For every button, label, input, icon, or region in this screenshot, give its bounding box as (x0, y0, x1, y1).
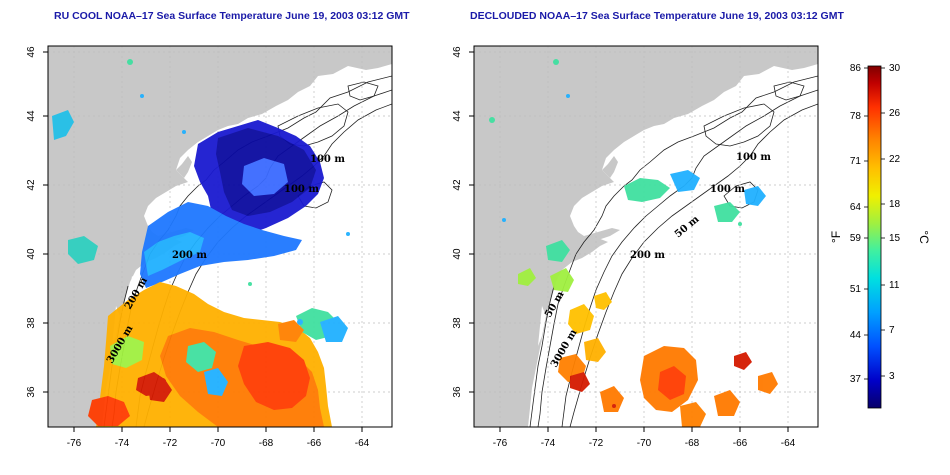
temperature-colorbar: 86 78 71 64 59 51 44 37 30 26 22 18 15 1… (829, 63, 931, 409)
right-contour-label-4: 200 m (630, 250, 665, 261)
colorbar-unit-fahrenheit: °F (829, 231, 843, 243)
left-panel-title: RU COOL NOAA–17 Sea Surface Temperature … (54, 10, 410, 22)
right-contour-label-1: 100 m (736, 152, 771, 163)
right-lon-tick-72: -72 (589, 438, 604, 449)
cb-c-tick-26: 26 (889, 108, 901, 119)
cb-f-tick-64: 64 (850, 202, 862, 213)
right-lat-tick-46: 46 (452, 46, 463, 58)
left-lat-tick-40: 40 (26, 248, 37, 260)
cb-c-tick-30: 30 (889, 63, 901, 74)
left-lat-tick-44: 44 (26, 110, 37, 122)
left-lat-tick-42: 42 (26, 179, 37, 191)
cb-f-tick-78: 78 (850, 111, 862, 122)
left-axes: -76 -74 -72 -70 -68 -66 -64 46 44 42 40 … (26, 46, 370, 449)
cb-f-tick-51: 51 (850, 284, 862, 295)
colorbar-unit-celsius: °C (917, 230, 931, 244)
right-lon-tick-64: -64 (781, 438, 796, 449)
cb-c-tick-15: 15 (889, 233, 901, 244)
left-sst-field (52, 59, 350, 427)
right-lon-tick-76: -76 (493, 438, 508, 449)
left-contour-label-2: 200 m (172, 250, 207, 261)
cb-c-tick-11: 11 (889, 280, 900, 291)
left-lon-tick-76: -76 (67, 438, 82, 449)
left-lon-tick-66: -66 (307, 438, 322, 449)
left-lat-tick-38: 38 (26, 317, 37, 329)
right-panel-title: DECLOUDED NOAA–17 Sea Surface Temperatur… (470, 10, 844, 22)
left-lon-tick-74: -74 (115, 438, 130, 449)
right-lon-tick-74: -74 (541, 438, 556, 449)
cb-f-tick-44: 44 (850, 330, 862, 341)
left-lon-tick-70: -70 (211, 438, 226, 449)
left-contour-label-3: 100 m (284, 184, 319, 195)
cb-f-tick-71: 71 (850, 156, 862, 167)
cb-c-tick-22: 22 (889, 154, 901, 165)
left-lat-tick-46: 46 (26, 46, 37, 58)
left-lon-tick-64: -64 (355, 438, 370, 449)
right-contour-label-2: 100 m (710, 184, 745, 195)
right-lat-tick-40: 40 (452, 248, 463, 260)
left-map-panel: 100 m 200 m 100 m 3000 m 200 m (47, 45, 393, 428)
left-lon-tick-68: -68 (259, 438, 274, 449)
cb-f-tick-86: 86 (850, 63, 862, 74)
right-lat-tick-42: 42 (452, 179, 463, 191)
right-lon-tick-66: -66 (733, 438, 748, 449)
left-lat-tick-36: 36 (26, 386, 37, 398)
right-lat-tick-44: 44 (452, 110, 463, 122)
right-axes: -76 -74 -72 -70 -68 -66 -64 46 44 42 40 … (452, 46, 796, 449)
right-lat-tick-38: 38 (452, 317, 463, 329)
cb-c-tick-18: 18 (889, 199, 901, 210)
right-lat-tick-36: 36 (452, 386, 463, 398)
right-map-panel: 100 m 100 m 50 m 200 m 50 m 3000 m (473, 45, 819, 428)
right-lon-tick-70: -70 (637, 438, 652, 449)
left-lon-tick-72: -72 (163, 438, 178, 449)
right-sst-field (489, 59, 778, 427)
cb-f-tick-59: 59 (850, 233, 862, 244)
cb-f-tick-37: 37 (850, 374, 862, 385)
right-lon-tick-68: -68 (685, 438, 700, 449)
cb-c-tick-7: 7 (889, 325, 895, 336)
cb-c-tick-3: 3 (889, 371, 895, 382)
left-contour-label-1: 100 m (310, 154, 345, 165)
